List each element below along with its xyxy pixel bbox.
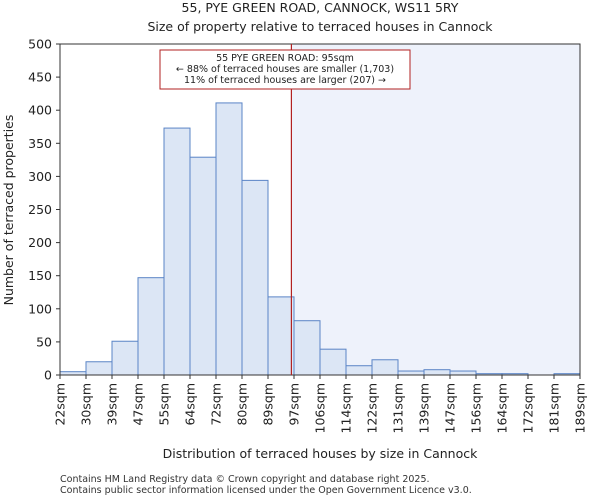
annotation-box	[159, 49, 411, 90]
x-axis-label: Distribution of terraced houses by size …	[163, 446, 479, 461]
x-tick-label-122sqm: 122sqm	[365, 383, 380, 433]
bar-106sqm	[319, 348, 347, 376]
x-tick-label-181sqm: 181sqm	[547, 383, 562, 433]
y-tick-label-100: 100	[28, 301, 52, 316]
y-axis-label: Number of terraced properties	[1, 115, 16, 306]
bar-47sqm	[137, 277, 165, 376]
x-tick-label-72sqm: 72sqm	[209, 383, 224, 426]
x-tick-label-55sqm: 55sqm	[157, 383, 172, 426]
x-tick-label-114sqm: 114sqm	[339, 383, 354, 433]
x-tick-label-30sqm: 30sqm	[79, 383, 94, 426]
bar-72sqm	[215, 102, 243, 376]
x-tick-label-164sqm: 164sqm	[495, 383, 510, 433]
x-tick-label-22sqm: 22sqm	[53, 383, 68, 426]
y-tick-label-450: 450	[28, 70, 52, 85]
x-tick-label-47sqm: 47sqm	[131, 383, 146, 426]
y-tick-label-200: 200	[28, 235, 52, 250]
bar-97sqm	[293, 320, 321, 376]
footer-licence: Contains public sector information licen…	[60, 485, 472, 496]
annotation-line-1: 55 PYE GREEN ROAD: 95sqm	[216, 53, 354, 64]
y-tick-label-400: 400	[28, 103, 52, 118]
chart-title: 55, PYE GREEN ROAD, CANNOCK, WS11 5RY	[182, 0, 459, 15]
x-tick-label-89sqm: 89sqm	[261, 383, 276, 426]
y-tick-label-500: 500	[28, 37, 52, 52]
x-tick-label-39sqm: 39sqm	[105, 383, 120, 426]
x-tick-label-106sqm: 106sqm	[313, 383, 328, 433]
bar-131sqm	[397, 370, 425, 376]
highlight-region	[291, 44, 580, 375]
y-tick-label-50: 50	[36, 334, 52, 349]
plot-area: 0 50 100 150 200 250 300 350 400 450 500 22sqm 30sqm…	[28, 37, 587, 434]
x-tick-label-131sqm: 131sqm	[391, 383, 406, 433]
x-tick-label-172sqm: 172sqm	[521, 383, 536, 433]
chart-subtitle: Size of property relative to terraced ho…	[147, 19, 493, 34]
y-tick-label-350: 350	[28, 136, 52, 151]
x-tick-label-80sqm: 80sqm	[235, 383, 250, 426]
bar-89sqm	[267, 296, 295, 376]
y-tick-label-250: 250	[28, 202, 52, 217]
bar-147sqm	[449, 370, 477, 376]
bar-114sqm	[345, 365, 373, 376]
y-tick-label-0: 0	[44, 368, 52, 383]
x-tick-label-97sqm: 97sqm	[287, 383, 302, 426]
bar-39sqm	[111, 340, 139, 376]
bar-64sqm	[189, 156, 217, 376]
x-tick-label-156sqm: 156sqm	[469, 383, 484, 433]
bar-30sqm	[85, 361, 113, 376]
y-tick-label-150: 150	[28, 268, 52, 283]
footer-copyright: Contains HM Land Registry data © Crown c…	[60, 474, 430, 485]
x-tick-label-64sqm: 64sqm	[183, 383, 198, 426]
annotation-line-3: 11% of terraced houses are larger (207) …	[184, 75, 386, 86]
x-tick-label-189sqm: 189sqm	[573, 383, 588, 433]
bar-80sqm	[241, 179, 269, 376]
bar-139sqm	[423, 369, 451, 376]
annotation-line-2: ← 88% of terraced houses are smaller (1,…	[176, 64, 394, 75]
x-tick-label-139sqm: 139sqm	[417, 383, 432, 433]
bar-122sqm	[371, 359, 399, 376]
bar-55sqm	[163, 127, 191, 376]
x-tick-label-147sqm: 147sqm	[443, 383, 458, 433]
y-tick-label-300: 300	[28, 169, 52, 184]
